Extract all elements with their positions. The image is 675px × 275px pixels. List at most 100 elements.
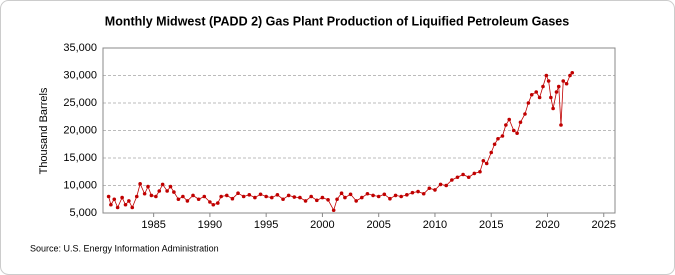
data-point [546, 79, 551, 83]
data-point [529, 92, 534, 97]
data-point [393, 193, 398, 198]
data-point [331, 208, 336, 213]
y-tick-label: 30,000 [63, 69, 97, 81]
data-point [371, 193, 375, 198]
data-point [215, 201, 220, 205]
source-note: Source: U.S. Energy Information Administ… [30, 243, 219, 253]
data-point [444, 183, 449, 188]
data-point [130, 205, 135, 210]
data-point [142, 191, 147, 196]
data-point [208, 200, 212, 204]
x-tick-label: 2010 [423, 219, 447, 231]
y-tick-label: 25,000 [63, 97, 97, 109]
data-point [230, 196, 235, 201]
data-point [298, 195, 302, 200]
data-point [388, 196, 392, 201]
data-point [450, 178, 454, 182]
data-point [416, 189, 420, 194]
data-point [146, 184, 150, 189]
data-point [481, 158, 486, 163]
x-tick-label: 2005 [366, 219, 390, 231]
x-tick-label: 2000 [310, 219, 334, 231]
x-tick-label: 2025 [592, 219, 616, 231]
data-point [211, 202, 216, 207]
data-point [534, 90, 539, 94]
data-point [123, 202, 128, 207]
data-point [382, 192, 387, 197]
data-point [518, 120, 523, 125]
data-point [484, 161, 489, 166]
data-point [138, 182, 142, 186]
data-point [120, 195, 124, 200]
data-point [196, 197, 201, 202]
chart-title: Monthly Midwest (PADD 2) Gas Plant Produ… [105, 14, 569, 28]
data-point [286, 193, 291, 198]
y-tick-label: 5,000 [69, 207, 97, 219]
data-point [269, 195, 274, 200]
data-point [303, 199, 308, 203]
data-point [172, 190, 176, 194]
data-point [496, 136, 500, 141]
data-point [421, 191, 426, 196]
data-point [504, 123, 508, 127]
data-point [354, 199, 358, 203]
data-point [127, 199, 131, 203]
data-point [154, 194, 158, 199]
data-point [570, 70, 575, 75]
data-point [433, 188, 437, 192]
data-point [515, 131, 519, 136]
data-point [219, 194, 223, 199]
data-point [568, 73, 572, 78]
data-point [236, 191, 240, 195]
plot-area [102, 47, 616, 214]
data-point [559, 123, 563, 127]
data-point [149, 193, 154, 198]
data-point [247, 193, 252, 197]
data-point [165, 189, 169, 193]
data-point [309, 194, 313, 199]
data-point [160, 182, 165, 187]
data-point [526, 101, 531, 105]
y-tick-label: 15,000 [63, 152, 97, 164]
data-point [376, 194, 381, 199]
x-tick-label: 1985 [141, 219, 165, 231]
data-point [157, 189, 162, 193]
data-point [224, 193, 229, 198]
data-point [461, 172, 465, 177]
data-point [365, 191, 370, 196]
data-point [511, 128, 516, 133]
y-axis-label: Thousand Barrels [38, 87, 50, 174]
data-point [253, 195, 257, 200]
data-point [438, 182, 443, 187]
data-point [264, 194, 268, 199]
data-point [258, 192, 263, 197]
data-point [281, 197, 285, 202]
data-point [315, 198, 319, 203]
data-point [275, 193, 280, 197]
x-tick-label: 1995 [254, 219, 278, 231]
data-point [551, 106, 555, 111]
y-tick-label: 20,000 [63, 124, 97, 136]
data-point [115, 205, 120, 210]
data-point [427, 186, 432, 191]
data-point [348, 192, 353, 197]
data-point [507, 117, 512, 122]
data-point [181, 194, 185, 199]
data-point [554, 90, 559, 94]
data-point [109, 202, 113, 207]
data-point [134, 194, 139, 199]
data-point [541, 84, 545, 89]
data-point [410, 190, 415, 195]
data-point [399, 194, 403, 199]
data-point [500, 134, 505, 138]
data-point [292, 195, 297, 199]
data-point [549, 95, 553, 100]
data-point [564, 81, 569, 86]
data-point [106, 194, 111, 199]
data-point [320, 195, 325, 200]
data-point [202, 194, 207, 199]
data-point [523, 112, 527, 116]
data-point [176, 197, 181, 202]
